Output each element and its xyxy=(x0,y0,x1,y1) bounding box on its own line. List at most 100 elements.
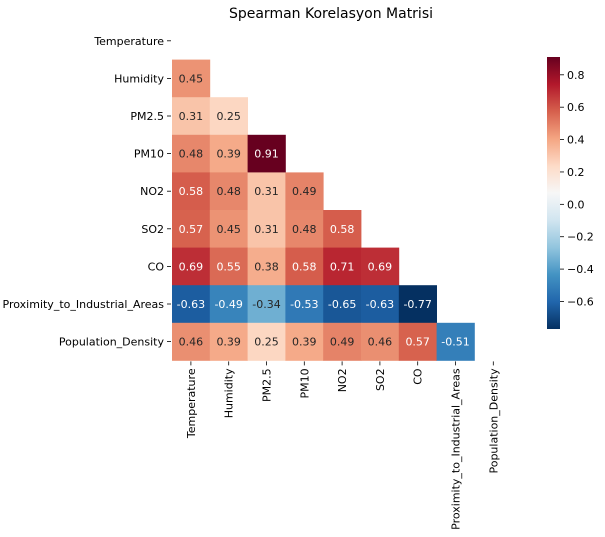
cell-value-label: 0.69 xyxy=(368,260,393,273)
x-tick-label: NO2 xyxy=(336,368,349,392)
heatmap-cell xyxy=(209,285,248,324)
y-tick-label: Humidity xyxy=(114,72,164,85)
heatmap-cell xyxy=(285,247,324,286)
heatmap-cell xyxy=(247,322,286,361)
cell-value-label: 0.31 xyxy=(254,223,279,236)
cell-value-label: -0.49 xyxy=(214,298,242,311)
cell-value-label: 0.45 xyxy=(216,223,241,236)
heatmap-cell xyxy=(172,134,211,173)
colorbar-tick-label: −0.4 xyxy=(567,263,594,276)
colorbar-tick-label: 0.8 xyxy=(567,69,585,82)
heatmap-cell xyxy=(209,322,248,361)
cell-value-label: 0.39 xyxy=(216,336,241,349)
cell-value-label: 0.91 xyxy=(254,148,279,161)
y-tick-label: PM10 xyxy=(134,148,164,161)
y-tick-label: Population_Density xyxy=(59,336,165,349)
heatmap-cell xyxy=(323,210,362,248)
heatmap-cell xyxy=(361,322,400,361)
y-tick-label: PM2.5 xyxy=(130,110,164,123)
heatmap-cell xyxy=(285,322,324,361)
heatmap-cells: 0.45 0.31 0.25 0.48 0.39 0.91 0.58 0.48 0.31 0.49… xyxy=(172,59,475,361)
cell-value-label: 0.57 xyxy=(179,223,204,236)
cell-value-label: -0.65 xyxy=(328,298,356,311)
heatmap-cell xyxy=(247,210,286,248)
cell-value-label: 0.49 xyxy=(292,185,317,198)
y-tick-label: NO2 xyxy=(140,185,164,198)
cell-value-label: 0.69 xyxy=(179,260,204,273)
colorbar-tick-label: 0.4 xyxy=(567,134,585,147)
heatmap-cell xyxy=(172,322,211,361)
x-tick-label: Proximity_to_Industrial_Areas xyxy=(450,368,463,530)
cell-value-label: 0.55 xyxy=(216,260,241,273)
cell-value-label: 0.31 xyxy=(254,185,279,198)
heatmap-cell xyxy=(398,285,437,324)
colorbar: 0.8 0.6 0.4 0.2 0.0 −0.2 −0.4 −0.6 xyxy=(547,57,594,329)
heatmap-cell xyxy=(172,285,211,324)
x-tick-label: PM10 xyxy=(298,368,311,398)
cell-value-label: -0.77 xyxy=(403,298,431,311)
x-tick-label: SO2 xyxy=(374,368,387,391)
heatmap-cell xyxy=(172,210,211,248)
y-tick-label: CO xyxy=(148,260,165,273)
cell-value-label: 0.46 xyxy=(179,336,204,349)
cell-value-label: 0.48 xyxy=(292,223,317,236)
cell-value-label: 0.45 xyxy=(179,72,204,85)
y-axis-tick-labels: Temperature Humidity PM2.5 PM10 NO2 SO2 CO Prox… xyxy=(3,35,171,349)
heatmap-cell xyxy=(247,134,286,173)
cell-value-label: 0.25 xyxy=(216,110,241,123)
heatmap-cell xyxy=(323,285,362,324)
heatmap-cell xyxy=(172,97,211,136)
y-tick-label: Proximity_to_Industrial_Areas xyxy=(3,298,165,311)
cell-value-label: -0.53 xyxy=(290,298,318,311)
x-tick-label: Humidity xyxy=(223,368,236,418)
cell-value-label: 0.49 xyxy=(330,336,355,349)
heatmap-cell xyxy=(209,134,248,173)
heatmap-cell xyxy=(209,210,248,248)
chart-title: Spearman Korelasyon Matrisi xyxy=(229,6,433,22)
cell-value-label: 0.46 xyxy=(368,336,393,349)
x-tick-label: Temperature xyxy=(185,368,198,439)
cell-value-label: -0.63 xyxy=(177,298,205,311)
x-tick-label: CO xyxy=(412,368,425,385)
x-tick-label: Population_Density xyxy=(487,368,500,474)
heatmap-cell xyxy=(398,322,437,361)
colorbar-tick-label: −0.6 xyxy=(567,295,594,308)
x-axis-tick-labels: Temperature Humidity PM2.5 PM10 NO2 SO2 CO Prox… xyxy=(185,361,500,530)
cell-value-label: 0.39 xyxy=(292,336,317,349)
y-tick-label: Temperature xyxy=(93,35,164,48)
heatmap-cell xyxy=(172,247,211,286)
colorbar-tick-label: 0.2 xyxy=(567,166,585,179)
heatmap-cell xyxy=(285,210,324,248)
cell-value-label: 0.25 xyxy=(254,336,279,349)
heatmap-cell xyxy=(436,322,475,361)
colorbar-gradient xyxy=(547,57,560,329)
cell-value-label: 0.58 xyxy=(292,260,317,273)
y-tick-label: SO2 xyxy=(141,223,164,236)
heatmap-cell xyxy=(172,59,211,98)
cell-value-label: 0.57 xyxy=(405,336,430,349)
cell-value-label: 0.31 xyxy=(179,110,204,123)
colorbar-tick-label: −0.2 xyxy=(567,231,594,244)
heatmap-cell xyxy=(361,247,400,286)
heatmap-cell xyxy=(247,172,286,211)
heatmap-cell xyxy=(209,247,248,286)
colorbar-tick-label: 0.6 xyxy=(567,101,585,114)
x-tick-label: PM2.5 xyxy=(261,368,274,402)
heatmap-cell xyxy=(323,247,362,286)
heatmap-cell xyxy=(285,285,324,324)
heatmap-cell xyxy=(172,172,211,211)
cell-value-label: 0.48 xyxy=(179,148,204,161)
cell-value-label: 0.58 xyxy=(330,223,355,236)
heatmap-cell xyxy=(247,285,286,324)
heatmap-cell xyxy=(209,172,248,211)
cell-value-label: 0.58 xyxy=(179,185,204,198)
cell-value-label: 0.38 xyxy=(254,260,279,273)
heatmap-cell xyxy=(285,172,324,211)
cell-value-label: 0.71 xyxy=(330,260,355,273)
cell-value-label: -0.51 xyxy=(441,336,469,349)
cell-value-label: 0.39 xyxy=(216,148,241,161)
cell-value-label: -0.63 xyxy=(366,298,394,311)
heatmap-cell xyxy=(247,247,286,286)
heatmap-cell xyxy=(209,97,248,136)
